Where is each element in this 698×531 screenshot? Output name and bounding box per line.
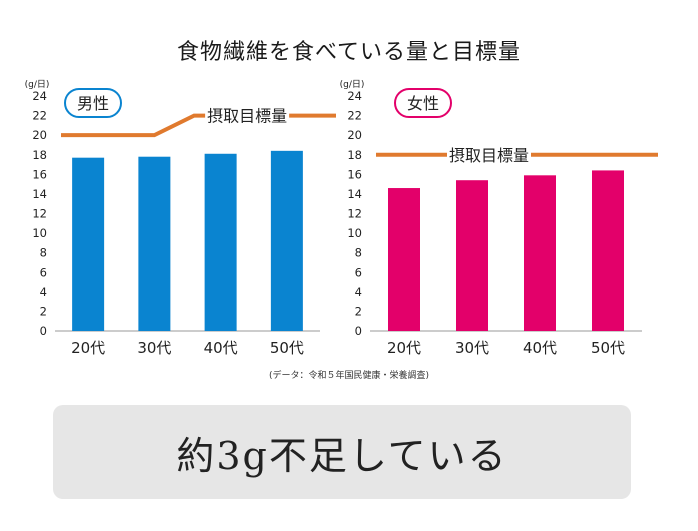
x-tick-label: 40代 [523,339,557,357]
y-unit-label: (g/日) [25,79,50,90]
x-tick-label: 30代 [455,339,489,357]
target-label: 摂取目標量 [207,107,287,126]
y-tick-label: 12 [32,207,47,221]
target-line [61,113,336,138]
data-source-note: (データ：令和５年国民健康・栄養調査) [268,371,430,381]
y-tick-label: 18 [347,148,362,162]
y-tick-label: 8 [40,246,47,260]
x-tick-label: 30代 [137,339,171,357]
y-tick-label: 0 [355,324,362,338]
bar-50代 [592,170,624,331]
y-tick-label: 14 [32,187,47,201]
y-tick-label: 18 [32,148,47,162]
series-label: 女性 [407,94,439,113]
series-label: 男性 [77,94,109,113]
y-tick-label: 22 [32,109,47,123]
y-tick-label: 24 [32,89,47,103]
x-tick-label: 20代 [71,339,105,357]
bar-20代 [388,188,420,331]
y-tick-label: 20 [347,128,362,142]
y-tick-label: 10 [32,226,47,240]
series-label-pill [394,88,452,118]
y-tick-label: 20 [32,128,47,142]
series-label-pill [64,88,122,118]
bar-50代 [270,150,303,331]
y-tick-label: 4 [355,285,362,299]
bar-30代 [138,156,171,331]
target-label-bg [205,104,290,127]
chart-title: 食物繊維を食べている量と目標量 [176,40,522,65]
y-tick-label: 0 [40,324,47,338]
x-tick-label: 50代 [270,339,304,357]
y-tick-label: 24 [347,89,362,103]
x-tick-label: 20代 [387,339,421,357]
y-tick-label: 16 [32,167,47,181]
bar-40代 [204,153,237,331]
y-tick-label: 6 [355,265,362,279]
summary-box: 約3g不足している [53,405,631,499]
x-tick-label: 50代 [591,339,625,357]
y-tick-label: 6 [40,265,47,279]
bar-20代 [72,157,105,331]
y-tick-label: 4 [40,285,47,299]
y-tick-label: 12 [347,207,362,221]
y-tick-label: 22 [347,109,362,123]
y-tick-label: 2 [355,304,362,318]
y-unit-label: (g/日) [340,79,365,90]
target-label: 摂取目標量 [449,146,529,165]
y-tick-label: 16 [347,167,362,181]
bar-40代 [524,175,556,331]
x-tick-label: 40代 [204,339,238,357]
y-tick-label: 14 [347,187,362,201]
target-label-bg [447,143,531,166]
y-tick-label: 8 [355,246,362,260]
y-tick-label: 2 [40,304,47,318]
y-tick-label: 10 [347,226,362,240]
summary-text: 約3g不足している [176,433,508,478]
bar-30代 [456,180,488,331]
